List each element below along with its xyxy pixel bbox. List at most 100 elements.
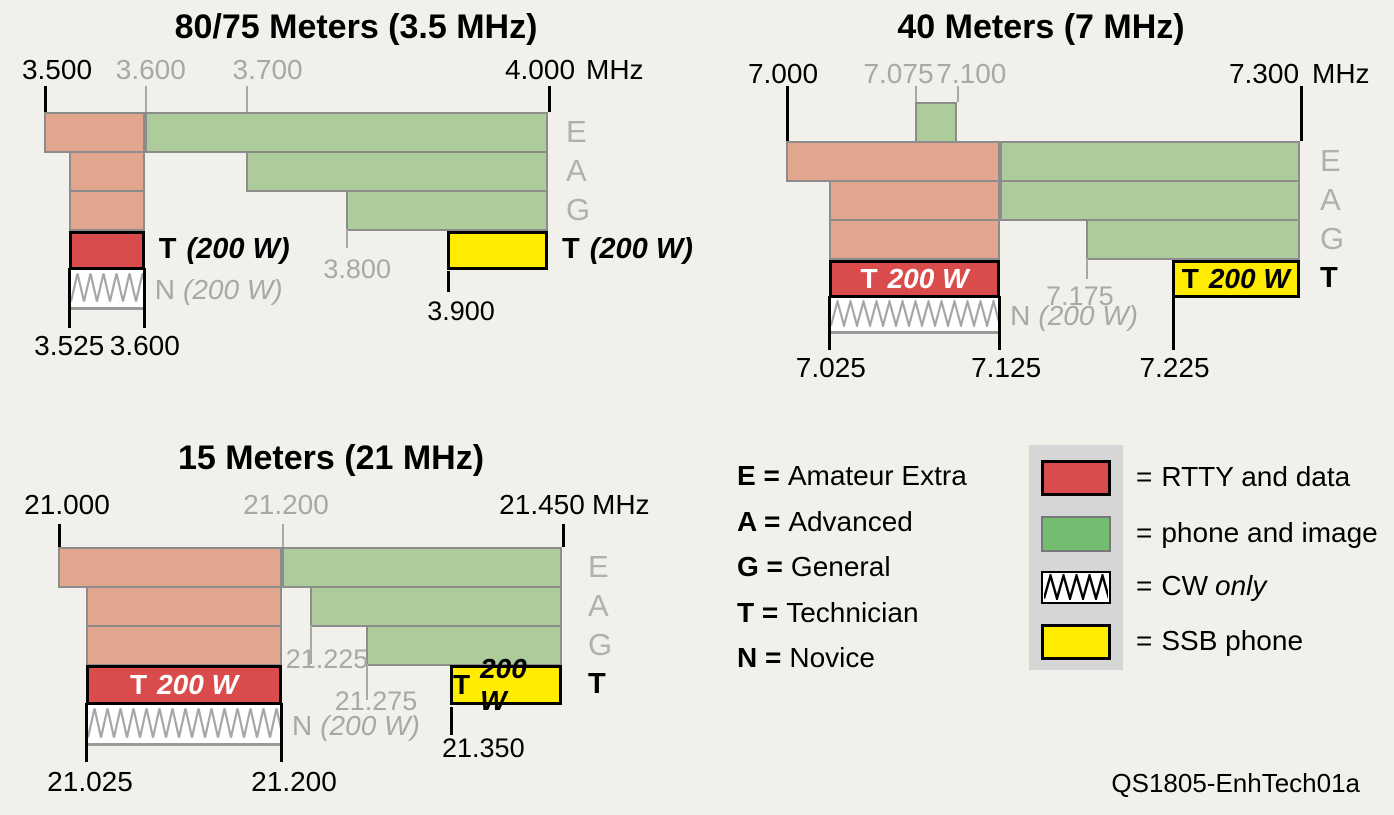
novice-bar-label-power: (200 W) [320, 709, 420, 741]
technician-bar-label: T (200 W) [159, 233, 290, 266]
freq-callout-label: 3.900 [427, 296, 495, 326]
freq-axis-tick [561, 524, 565, 547]
legend-mode-eq: = [1136, 517, 1153, 548]
novice-bar [69, 270, 145, 310]
freq-callout-tick [450, 707, 453, 735]
freq-axis-label: 3.500 [21, 54, 93, 85]
cw-zigzag-icon [830, 300, 999, 327]
license-row-label-A: A [566, 152, 587, 188]
legend-class-item-T: T = Technician [737, 597, 919, 629]
legend-class-name: Advanced [788, 505, 913, 537]
novice-bar-edge-left [68, 268, 72, 328]
bottom-freq-tick [1171, 298, 1175, 350]
technician-bar-label-class: T [129, 669, 148, 700]
band-title: 15 Meters (21 MHz) [177, 439, 485, 477]
novice-bar-label: N (200 W) [1010, 300, 1138, 332]
technician-bar-label-class: T [158, 232, 177, 265]
license-row-segment-A [69, 151, 145, 192]
freq-callout-label: 7.175 [1046, 281, 1114, 311]
freq-axis-tick [547, 86, 551, 112]
technician-bar-label-class: T [562, 232, 580, 265]
freq-axis-tick [1299, 86, 1303, 141]
freq-axis-unit-label: MHz [592, 489, 650, 520]
figure-code-label: QS1805-EnhTech01a [1111, 768, 1360, 798]
legend-class-name: Amateur Extra [787, 460, 967, 491]
legend-mode-eq: = [1136, 570, 1153, 601]
technician-bar-label-class: T [860, 263, 878, 294]
technician-bar-label-power: 200 W [1208, 263, 1290, 294]
bottom-freq-label: 7.125 [971, 352, 1042, 383]
legend-mode-eq: = [1136, 461, 1153, 492]
novice-bar-edge-right [142, 268, 146, 328]
freq-axis-tick [57, 524, 61, 547]
license-row-label-T: T [1320, 262, 1338, 294]
novice-bar-edge-left [85, 703, 88, 762]
license-row-label-G: G [566, 191, 591, 227]
license-row-label-A: A [588, 587, 609, 623]
band-title: 40 Meters (7 MHz) [897, 8, 1185, 46]
novice-bar-label-power: (200 W) [183, 274, 283, 305]
legend-mode-label-ssb-phone: = SSB phone [1136, 625, 1303, 657]
legend-class-code: A = [737, 505, 781, 537]
legend-class-name: General [790, 551, 891, 582]
legend-swatch-phone-image [1041, 516, 1111, 552]
technician-bar-label-power: 200 W [157, 669, 239, 700]
freq-axis-tick [957, 86, 960, 102]
technician-bar-label-power: (200 W) [186, 232, 290, 265]
freq-axis-label: 3.700 [232, 54, 303, 85]
legend-mode-name-italic: only [1215, 570, 1267, 601]
technician-bar-label-power: 200 W [887, 263, 969, 294]
license-row-segment-G [366, 625, 562, 666]
license-row-segment-A [310, 586, 562, 627]
freq-callout-label: 21.350 [442, 733, 525, 763]
cw-zigzag-icon [71, 273, 143, 302]
novice-bar-edge-right [280, 703, 283, 762]
freq-axis-unit-label: MHz [1312, 58, 1370, 89]
license-row-segment-E [144, 112, 548, 153]
license-row-segment-E [786, 141, 1001, 182]
freq-callout-tick [346, 229, 349, 248]
license-row-segment-G [86, 625, 282, 666]
legend-mode-label-phone-image: = phone and image [1136, 517, 1378, 549]
novice-bar-label-power: (200 W) [1038, 300, 1138, 331]
bottom-freq-label: 3.600 [109, 330, 180, 361]
legend-mode-name: CW [1161, 570, 1209, 601]
license-row-label-G: G [1320, 220, 1345, 256]
legend-class-name: Novice [789, 642, 875, 673]
bottom-freq-label: 21.025 [47, 766, 133, 797]
freq-axis-tick [914, 86, 917, 102]
legend-class-code: E = [737, 460, 780, 491]
legend-class-item-A: A = Advanced [737, 506, 913, 538]
technician-bar-label-class: T [453, 669, 471, 700]
technician-bar-yellow [447, 231, 548, 270]
license-row-segment-A [86, 586, 282, 627]
band-title: 80/75 Meters (3.5 MHz) [174, 8, 538, 46]
freq-axis-tick [43, 86, 47, 112]
technician-bar-red [69, 231, 145, 270]
bottom-freq-label: 3.525 [34, 330, 105, 361]
license-row-label-E: E [566, 113, 587, 149]
license-row-label-A: A [1320, 181, 1341, 217]
novice-bar-edge-left [827, 296, 831, 350]
license-row-label-G: G [588, 626, 613, 662]
novice-bar-edge-right [998, 296, 1002, 350]
freq-axis-label: 21.200 [243, 489, 329, 520]
legend-class-code: T = [737, 596, 779, 628]
freq-callout-label: 21.225 [285, 644, 369, 674]
technician-bar-label-class: T [1181, 263, 1199, 294]
freq-axis-tick [144, 86, 147, 112]
legend-swatch-cw-only [1041, 571, 1111, 604]
license-row-segment-A [1000, 180, 1300, 221]
technician-bar-red: T 200 W [86, 665, 282, 705]
freq-axis-label: 7.000 [747, 58, 819, 89]
legend-mode-label-cw-only: = CW only [1136, 570, 1266, 602]
license-row-segment-A [245, 151, 548, 192]
freq-axis-label: 3.600 [115, 54, 186, 85]
freq-callout-tick [447, 271, 451, 292]
novice-bar-label-class: N [1010, 300, 1031, 331]
legend-swatch-rtty-data [1041, 460, 1111, 496]
bottom-freq-label: 21.200 [251, 766, 337, 797]
freq-axis-label: 21.000 [24, 489, 110, 520]
novice-bar-label-class: N [292, 709, 313, 741]
